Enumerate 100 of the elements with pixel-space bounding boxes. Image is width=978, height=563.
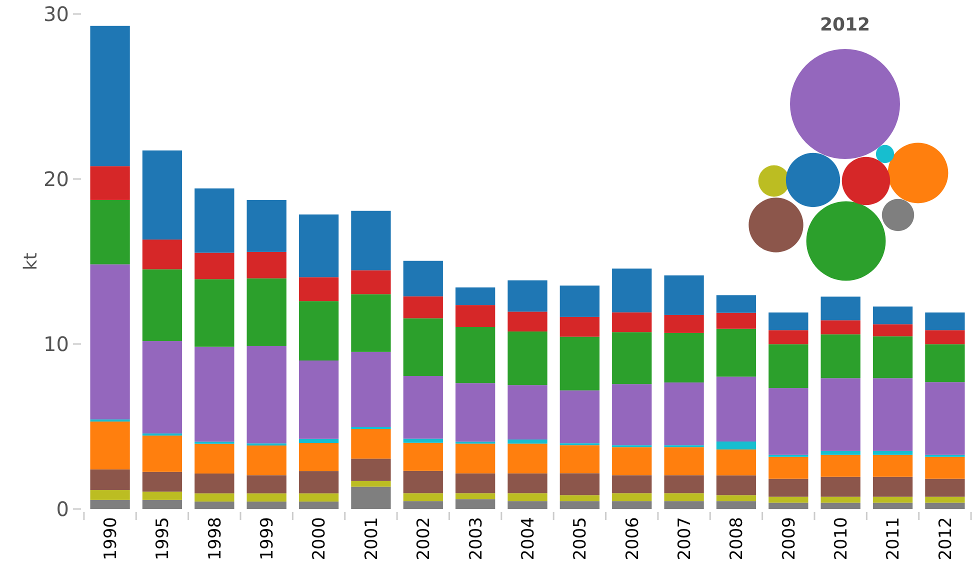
- x-tick-label: 2000: [310, 517, 330, 560]
- bar: [403, 318, 443, 376]
- bar: [298, 443, 339, 472]
- bar: [90, 419, 130, 422]
- bar: [403, 493, 443, 502]
- bar: [142, 150, 182, 240]
- bar: [925, 456, 965, 479]
- bar: [925, 312, 965, 330]
- bar: [508, 385, 548, 440]
- bar: [872, 450, 913, 455]
- bar: [925, 502, 965, 509]
- bar: [560, 316, 600, 337]
- bar: [872, 454, 913, 477]
- bar: [194, 252, 234, 280]
- bar: [142, 436, 182, 472]
- bar: [716, 295, 756, 313]
- x-tick-label: 1995: [153, 517, 174, 560]
- bar: [90, 500, 130, 509]
- bar: [872, 476, 913, 497]
- bar: [560, 445, 600, 474]
- bar: [508, 501, 548, 509]
- bar: [351, 294, 391, 352]
- bar: [612, 332, 652, 384]
- bar: [820, 454, 860, 477]
- bar: [508, 444, 548, 474]
- bar: [194, 444, 234, 474]
- bar: [768, 502, 808, 509]
- bar: [246, 475, 286, 494]
- bar: [560, 495, 600, 502]
- annotation: 2012: [820, 14, 870, 36]
- y-tick-label: 10: [44, 332, 69, 356]
- bar: [246, 445, 286, 476]
- bar: [351, 486, 391, 509]
- bar: [508, 312, 548, 332]
- bar: [664, 314, 704, 333]
- bar: [716, 312, 756, 329]
- bar: [142, 472, 182, 492]
- bar: [90, 490, 130, 500]
- bar: [298, 301, 339, 360]
- bar: [612, 268, 652, 312]
- bar: [925, 382, 965, 455]
- bar: [768, 496, 808, 503]
- bar: [768, 478, 808, 497]
- bar: [455, 287, 496, 306]
- bar: [768, 388, 808, 455]
- x-tick-label: 2007: [674, 517, 695, 560]
- bar: [194, 493, 234, 502]
- x-tick-label: 2006: [622, 517, 643, 560]
- bar: [768, 456, 808, 479]
- bar: [560, 336, 600, 390]
- bar: [664, 501, 704, 509]
- bar: [664, 475, 704, 494]
- bar: [820, 334, 860, 378]
- bar: [455, 327, 496, 384]
- bar: [872, 336, 913, 378]
- bar: [298, 471, 339, 494]
- bar: [142, 240, 182, 270]
- bar: [716, 442, 756, 450]
- bar: [560, 286, 600, 317]
- bar: [508, 440, 548, 444]
- bar: [142, 492, 182, 500]
- bar: [508, 473, 548, 494]
- x-tick-label: 2012: [936, 517, 956, 560]
- bar: [351, 352, 391, 427]
- bar: [351, 458, 391, 481]
- bar: [351, 480, 391, 487]
- bar: [455, 383, 496, 442]
- bar: [246, 346, 286, 444]
- bar: [246, 200, 286, 252]
- x-tick-label: 2003: [466, 517, 486, 560]
- bar: [925, 496, 965, 503]
- bar: [925, 344, 965, 382]
- x-tick-label: 2011: [884, 517, 904, 560]
- bar: [142, 341, 182, 434]
- bar: [768, 312, 808, 330]
- x-tick-label: 2010: [832, 517, 852, 560]
- bar: [508, 493, 548, 502]
- bar: [664, 382, 704, 446]
- x-tick-label: 2008: [727, 517, 748, 560]
- bar: [403, 501, 443, 509]
- bar: [194, 346, 234, 442]
- bar: [90, 200, 130, 264]
- bar: [664, 332, 704, 382]
- bar: [820, 320, 860, 334]
- bar: [298, 360, 339, 439]
- bar: [820, 476, 860, 497]
- bar: [560, 473, 600, 496]
- circle-cluster: 2012: [748, 14, 948, 281]
- bar: [820, 496, 860, 503]
- bar: [508, 280, 548, 312]
- bar: [925, 330, 965, 344]
- bar: [90, 422, 130, 470]
- bar: [90, 469, 130, 490]
- bar: [246, 493, 286, 502]
- bar: [403, 376, 443, 439]
- bar: [716, 376, 756, 442]
- x-tick-label: 1999: [258, 517, 278, 560]
- bar: [403, 470, 443, 494]
- bar: [508, 331, 548, 386]
- bar: [455, 473, 496, 494]
